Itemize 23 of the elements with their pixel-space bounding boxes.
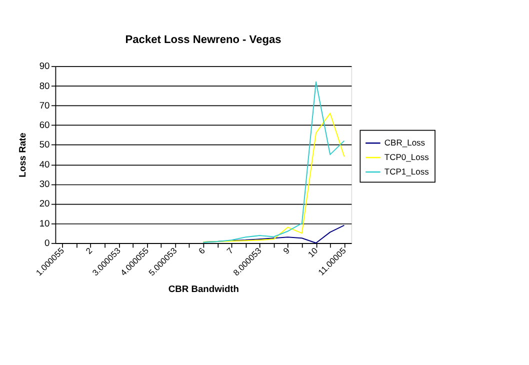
y-tick-label: 0	[44, 238, 50, 248]
y-tick-label: 70	[39, 100, 50, 110]
legend-label: TCP0_Loss	[384, 152, 429, 162]
x-tick-label: 7	[224, 245, 236, 256]
y-axis-title: Loss Rate	[18, 132, 28, 178]
y-tick-label: 10	[39, 218, 50, 228]
line-series	[202, 112, 345, 243]
x-tick-label: 9	[281, 245, 292, 256]
y-tick-label: 80	[39, 80, 50, 91]
y-tick-label: 90	[39, 61, 50, 72]
y-tick-label: 60	[39, 120, 50, 130]
chart-title: Packet Loss Newreno - Vegas	[125, 34, 282, 46]
y-tick-label: 50	[39, 140, 50, 150]
x-tick-label: 10	[306, 245, 320, 260]
y-tick-label: 40	[39, 159, 50, 170]
x-tick-label: 2	[84, 245, 94, 256]
legend-label: TCP1_Loss	[384, 166, 429, 177]
line-series	[202, 81, 345, 243]
y-tick-label: 20	[39, 198, 50, 209]
legend-label: CBR_Loss	[384, 138, 426, 148]
y-tick-label: 30	[39, 179, 50, 190]
x-axis-title: CBR Bandwidth	[168, 284, 240, 294]
x-tick-label: 6	[196, 245, 208, 256]
